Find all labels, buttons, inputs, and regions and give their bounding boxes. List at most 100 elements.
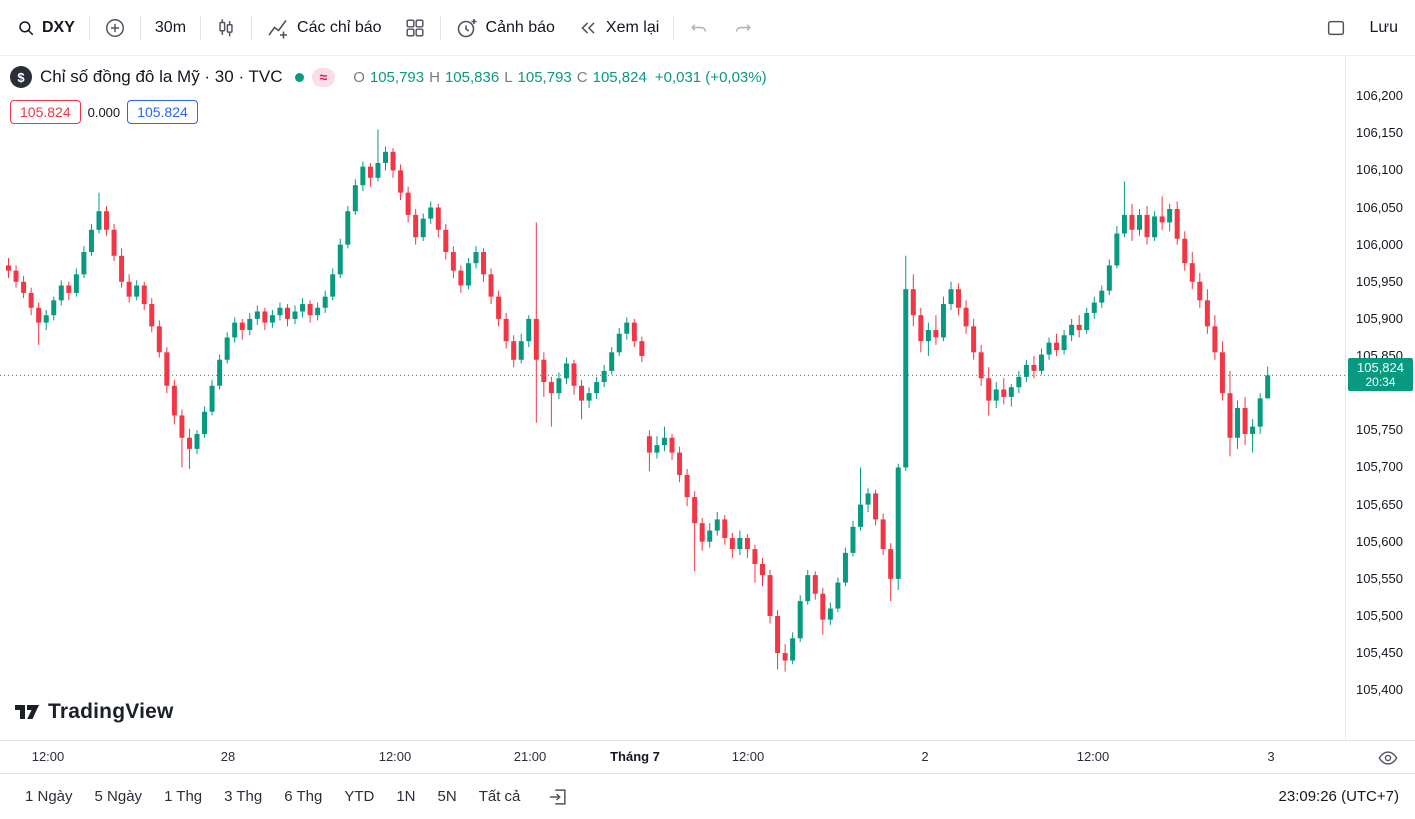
delayed-data-badge[interactable]: ≈: [311, 67, 336, 87]
candle-body: [978, 352, 984, 379]
alert-button[interactable]: Cảnh báo: [444, 9, 566, 47]
candle-body: [398, 170, 404, 193]
range-button-ytd[interactable]: YTD: [335, 783, 383, 810]
candle-body: [465, 263, 471, 286]
candlestick-chart[interactable]: [0, 56, 1345, 740]
candle-body: [51, 300, 57, 316]
replay-button[interactable]: Xem lại: [566, 9, 670, 47]
price-axis[interactable]: 106,200 106,150 106,100 106,050 106,000 105,9…: [1345, 56, 1415, 740]
top-toolbar: DXY 30m Các chỉ báo: [0, 0, 1415, 56]
save-button[interactable]: Lưu: [1358, 9, 1409, 47]
time-tick: 12:00: [731, 749, 765, 764]
range-button-6-thg[interactable]: 6 Thg: [275, 783, 331, 810]
candle-body: [1265, 375, 1271, 399]
candle-body: [164, 352, 170, 386]
price-tick: 105,950: [1356, 273, 1403, 289]
candle-body: [367, 166, 373, 178]
price-tick: 105,900: [1356, 310, 1403, 326]
candle-body: [820, 593, 826, 620]
market-status-dot-icon[interactable]: [294, 72, 304, 82]
clock-timezone[interactable]: 23:09:26 (UTC+7): [1278, 788, 1399, 805]
candle-body: [1084, 312, 1090, 331]
sell-button[interactable]: 105.824: [10, 100, 81, 124]
toolbar-separator: [88, 15, 90, 40]
candle-body: [526, 318, 532, 342]
candle-body: [58, 285, 64, 301]
candle-body: [1091, 302, 1097, 313]
candle-body: [556, 378, 562, 394]
symbol-logo-icon: $: [10, 66, 32, 88]
time-axis[interactable]: 12:00 28 12:00 21:00 Tháng 7 12:00 2 12:00 3: [0, 740, 1415, 773]
candle-body: [669, 437, 675, 453]
candle-body: [631, 322, 637, 342]
candle-body: [594, 382, 600, 394]
close-value: 105,824: [592, 68, 647, 86]
chart-type-button[interactable]: [204, 9, 248, 47]
candle-body: [699, 523, 705, 542]
candle-body: [202, 411, 208, 435]
range-button-3-thg[interactable]: 3 Thg: [215, 783, 271, 810]
trade-widget: 105.824 0.000 105.824: [10, 100, 198, 124]
undo-button[interactable]: [677, 9, 721, 47]
legend-title[interactable]: Chỉ số đồng đô la Mỹ · 30 · TVC: [40, 67, 283, 86]
candle-body: [405, 192, 411, 215]
bottom-toolbar: 1 Ngày 5 Ngày 1 Thg 3 Thg 6 Thg YTD 1N 5N Tất cả…: [0, 773, 1415, 819]
candle-body: [435, 207, 441, 230]
candle-body: [1212, 326, 1218, 353]
range-button-1n[interactable]: 1N: [387, 783, 424, 810]
candle-body: [835, 582, 841, 609]
candle-body: [481, 252, 487, 275]
last-price-badge[interactable]: 105,824 20:34: [1348, 358, 1413, 392]
candle-body: [1152, 216, 1158, 238]
candle-body: [217, 359, 223, 386]
range-button-1-thg[interactable]: 1 Thg: [155, 783, 211, 810]
candle-body: [639, 341, 645, 357]
candle-body: [88, 229, 94, 253]
symbol-search-button[interactable]: DXY: [6, 9, 86, 47]
candle-body: [1038, 354, 1044, 371]
range-button-5n[interactable]: 5N: [429, 783, 466, 810]
candle-body: [1219, 352, 1225, 394]
candle-body: [760, 563, 765, 576]
candle-body: [842, 552, 848, 583]
range-button-5-ngày[interactable]: 5 Ngày: [86, 783, 152, 810]
toolbar-separator: [200, 15, 202, 40]
price-tick: 105,650: [1356, 496, 1403, 512]
candle-body: [179, 415, 185, 438]
candle-body: [450, 252, 456, 271]
low-value: 105,793: [517, 68, 572, 86]
buy-button[interactable]: 105.824: [127, 100, 198, 124]
tradingview-watermark[interactable]: TradingView: [14, 700, 174, 724]
candle-body: [1046, 342, 1052, 355]
layout-button[interactable]: [1314, 9, 1358, 47]
candle-body: [73, 274, 79, 293]
open-value: 105,793: [369, 68, 425, 86]
scales-visibility-button[interactable]: [1375, 745, 1401, 774]
candle-body: [111, 229, 117, 256]
candle-body: [262, 311, 268, 323]
interval-button[interactable]: 30m: [144, 9, 197, 47]
replay-rewind-icon: [577, 17, 599, 39]
range-button-1-ngày[interactable]: 1 Ngày: [16, 783, 82, 810]
candle-body: [767, 575, 773, 616]
candle-body: [496, 296, 502, 319]
price-tick: 106,050: [1356, 199, 1403, 215]
bar-countdown: 20:34: [1365, 375, 1396, 390]
candle-body: [473, 252, 479, 264]
chart-pane[interactable]: $ Chỉ số đồng đô la Mỹ · 30 · TVC ≈ O 105…: [0, 56, 1345, 740]
undo-icon: [688, 17, 710, 39]
redo-button[interactable]: [721, 9, 765, 47]
toolbar-separator: [139, 15, 141, 40]
candle-body: [307, 304, 313, 316]
compare-add-symbol-button[interactable]: [93, 9, 137, 47]
toolbar-separator: [439, 15, 441, 40]
date-range-buttons: 1 Ngày 5 Ngày 1 Thg 3 Thg 6 Thg YTD 1N 5N Tất cả: [16, 783, 529, 810]
indicators-button[interactable]: Các chỉ báo: [255, 9, 393, 47]
candle-body: [744, 537, 750, 550]
range-button-tất-cả[interactable]: Tất cả: [470, 783, 530, 810]
go-to-date-button[interactable]: [543, 782, 573, 812]
chart-legend[interactable]: $ Chỉ số đồng đô la Mỹ · 30 · TVC ≈ O 105…: [10, 66, 767, 88]
grid-layout-icon: [404, 17, 426, 39]
candle-body: [737, 537, 743, 550]
indicator-templates-button[interactable]: [393, 9, 437, 47]
